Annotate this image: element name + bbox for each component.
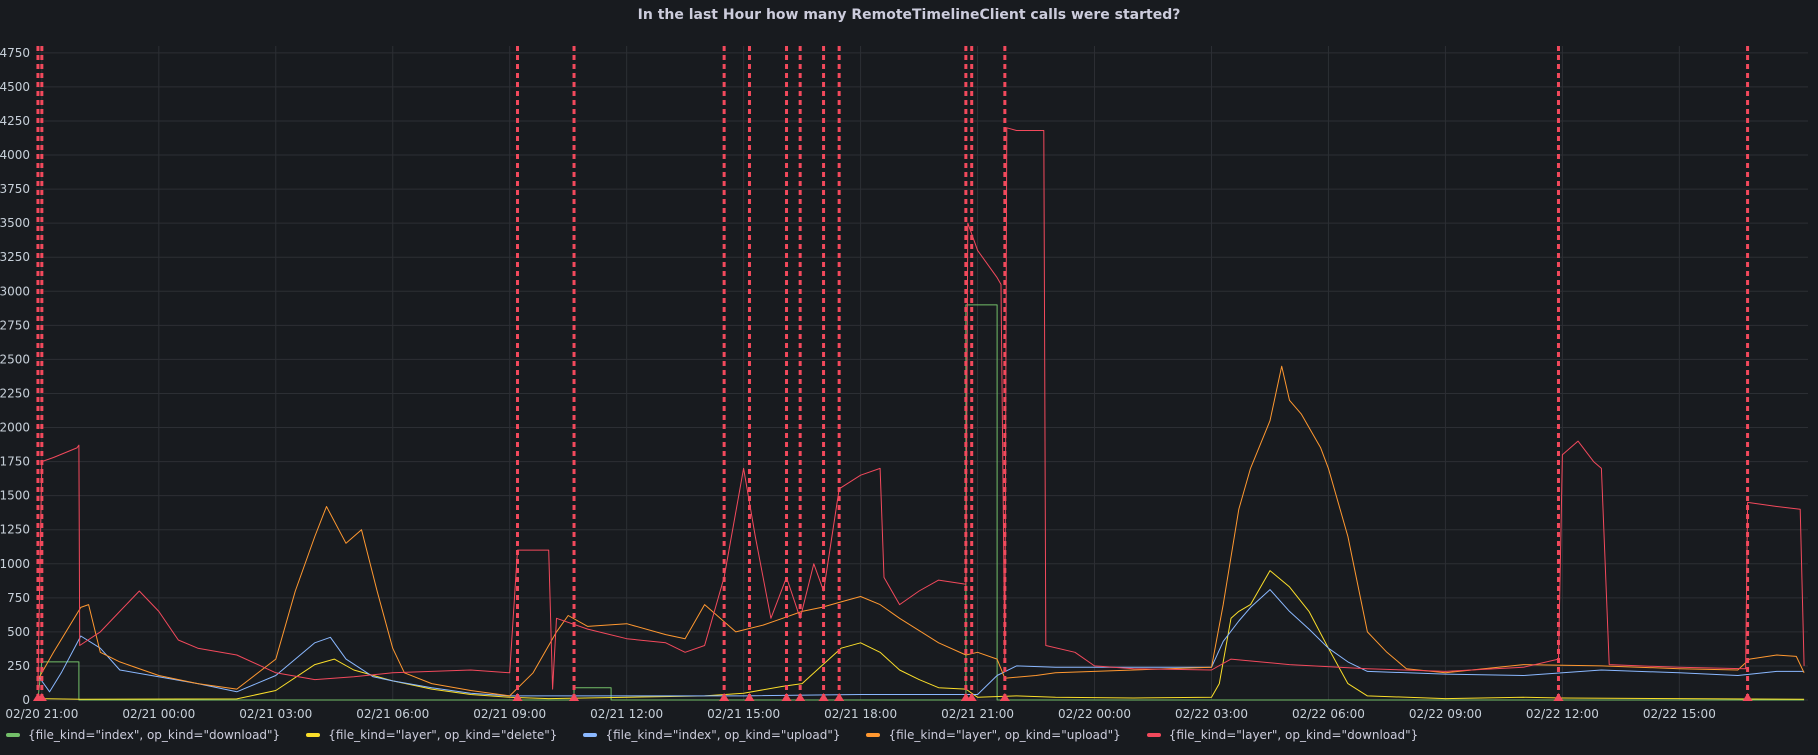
y-tick-label: 2750 [0, 318, 30, 332]
series-line-0[interactable] [37, 304, 1805, 701]
y-tick-label: 4250 [0, 114, 30, 128]
series-line-3[interactable] [37, 365, 1805, 697]
y-tick-label: 4500 [0, 80, 30, 94]
y-axis: 0 250 500 750 1000 1250 1500 1750 2000 2250 2500 27… [0, 46, 30, 707]
annotation-marker[interactable] [781, 693, 792, 701]
chart-legend: {file_kind="index", op_kind="download"} {… [6, 725, 1418, 745]
y-tick-label: 1000 [0, 557, 30, 571]
x-tick-label: 02/22 12:00 [1526, 707, 1599, 720]
legend-swatch [6, 733, 20, 737]
legend-label: {file_kind="layer", op_kind="upload"} [888, 728, 1121, 742]
time-series-chart[interactable]: 0 250 500 750 1000 1250 1500 1750 2000 2250 2500 27… [0, 0, 1818, 720]
y-tick-label: 1500 [0, 489, 30, 503]
y-tick-label: 0 [22, 693, 30, 707]
y-tick-label: 750 [7, 591, 30, 605]
annotation-marker[interactable] [36, 693, 47, 701]
annotation-marker[interactable] [795, 693, 806, 701]
x-tick-label: 02/22 15:00 [1643, 707, 1716, 720]
y-tick-label: 250 [7, 659, 30, 673]
x-tick-label: 02/21 06:00 [356, 707, 429, 720]
legend-swatch [866, 733, 881, 737]
y-tick-label: 2500 [0, 352, 30, 366]
x-axis: 02/20 21:00 02/21 00:00 02/21 03:00 02/21 0… [5, 707, 1715, 720]
series-lines [37, 127, 1805, 701]
x-tick-label: 02/21 00:00 [122, 707, 195, 720]
legend-swatch [306, 733, 321, 737]
legend-item[interactable]: {file_kind="index", op_kind="upload"} [583, 728, 840, 742]
legend-label: {file_kind="layer", op_kind="download"} [1168, 728, 1419, 742]
x-tick-label: 02/21 03:00 [239, 707, 312, 720]
legend-label: {file_kind="index", op_kind="download"} [28, 728, 281, 742]
legend-label: {file_kind="layer", op_kind="delete"} [328, 728, 558, 742]
annotation-marker[interactable] [512, 693, 523, 701]
y-tick-label: 2250 [0, 386, 30, 400]
annotations [32, 46, 1753, 701]
series-line-2[interactable] [37, 589, 1805, 697]
annotation-marker[interactable] [569, 693, 580, 701]
x-tick-label: 02/21 18:00 [824, 707, 897, 720]
x-tick-label: 02/22 03:00 [1175, 707, 1248, 720]
y-tick-label: 3750 [0, 182, 30, 196]
y-tick-label: 1750 [0, 455, 30, 469]
legend-item[interactable]: {file_kind="layer", op_kind="delete"} [306, 728, 557, 742]
y-tick-label: 3000 [0, 284, 30, 298]
legend-swatch [1146, 733, 1161, 737]
x-tick-label: 02/20 21:00 [5, 707, 78, 720]
annotation-marker[interactable] [719, 693, 730, 701]
y-tick-label: 2000 [0, 421, 30, 435]
y-tick-label: 1250 [0, 523, 30, 537]
x-tick-label: 02/22 00:00 [1058, 707, 1131, 720]
annotation-marker[interactable] [1742, 693, 1753, 701]
series-line-4[interactable] [37, 127, 1805, 690]
y-tick-label: 4000 [0, 148, 30, 162]
panel-title: In the last Hour how many RemoteTimeline… [637, 7, 1181, 23]
x-tick-label: 02/21 21:00 [941, 707, 1014, 720]
x-tick-label: 02/22 09:00 [1409, 707, 1482, 720]
legend-swatch [583, 733, 598, 737]
legend-item[interactable]: {file_kind="layer", op_kind="upload"} [866, 728, 1121, 742]
legend-item[interactable]: {file_kind="index", op_kind="download"} [6, 728, 280, 742]
x-tick-label: 02/22 06:00 [1292, 707, 1365, 720]
y-tick-label: 3250 [0, 250, 30, 264]
annotation-marker[interactable] [818, 693, 829, 701]
x-tick-label: 02/21 15:00 [707, 707, 780, 720]
legend-item[interactable]: {file_kind="layer", op_kind="download"} [1146, 728, 1419, 742]
annotation-marker[interactable] [966, 693, 977, 701]
annotation-marker[interactable] [744, 693, 755, 701]
y-tick-label: 500 [7, 625, 30, 639]
annotation-marker[interactable] [1553, 693, 1564, 701]
x-tick-label: 02/21 12:00 [590, 707, 663, 720]
y-tick-label: 3500 [0, 216, 30, 230]
annotation-marker[interactable] [834, 693, 845, 701]
grid-lines [36, 46, 1808, 701]
annotation-marker[interactable] [999, 693, 1010, 701]
x-tick-label: 02/21 09:00 [473, 707, 546, 720]
y-tick-label: 4750 [0, 46, 30, 60]
legend-label: {file_kind="index", op_kind="upload"} [605, 728, 841, 742]
